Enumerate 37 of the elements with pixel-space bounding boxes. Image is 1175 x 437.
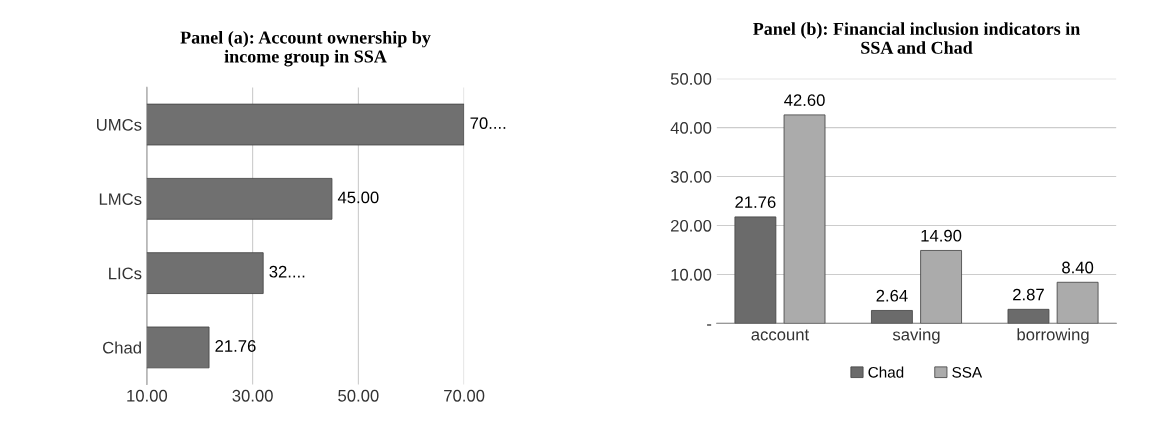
data-label: 2.87: [1013, 288, 1044, 301]
y-tick-label: 40.00: [670, 122, 712, 134]
data-label: 8.40: [1062, 261, 1094, 274]
data-label: 32....: [269, 265, 305, 278]
x-tick-label: borrowing: [1017, 328, 1089, 344]
bar: [783, 114, 826, 324]
data-label: 42.60: [784, 94, 825, 107]
x-tick-label: 10.00: [127, 389, 168, 402]
y-tick-label: -: [707, 324, 712, 326]
y-tick-label: LMCs: [99, 193, 142, 206]
chart-title: Panel (b): Financial inclusion indicators in SSA and Chad: [753, 22, 1081, 54]
data-label: 21.76: [215, 340, 256, 352]
y-tick-label: UMCs: [97, 118, 142, 131]
y-tick-label: 20.00: [671, 219, 712, 232]
chart-title: Panel (a): Account ownership by income group in SSA: [180, 30, 431, 67]
x-tick-label: 70.00: [444, 389, 485, 402]
bar: [871, 310, 913, 324]
bar: [920, 250, 962, 324]
x-tick-label: account: [751, 329, 810, 341]
data-label: 14.90: [921, 229, 962, 242]
x-tick-label: 50.00: [338, 389, 379, 402]
data-label: 2.64: [876, 289, 908, 302]
legend-label: Chad: [868, 366, 904, 378]
x-tick-label: saving: [892, 328, 940, 344]
data-label: 70....: [470, 117, 506, 130]
y-tick-label: 50.00: [670, 73, 712, 85]
x-tick-label: 30.00: [232, 389, 273, 402]
y-tick-label: 30.00: [670, 170, 712, 183]
legend-label: SSA: [952, 366, 983, 378]
bar: [1056, 281, 1099, 324]
bar: [1007, 308, 1050, 324]
data-label: 45.00: [337, 191, 379, 204]
y-tick-label: LICs: [109, 267, 142, 280]
bar: [734, 216, 777, 324]
data-label: 21.76: [735, 196, 776, 209]
y-tick-label: Chad: [103, 341, 141, 354]
y-tick-label: 10.00: [671, 268, 712, 281]
